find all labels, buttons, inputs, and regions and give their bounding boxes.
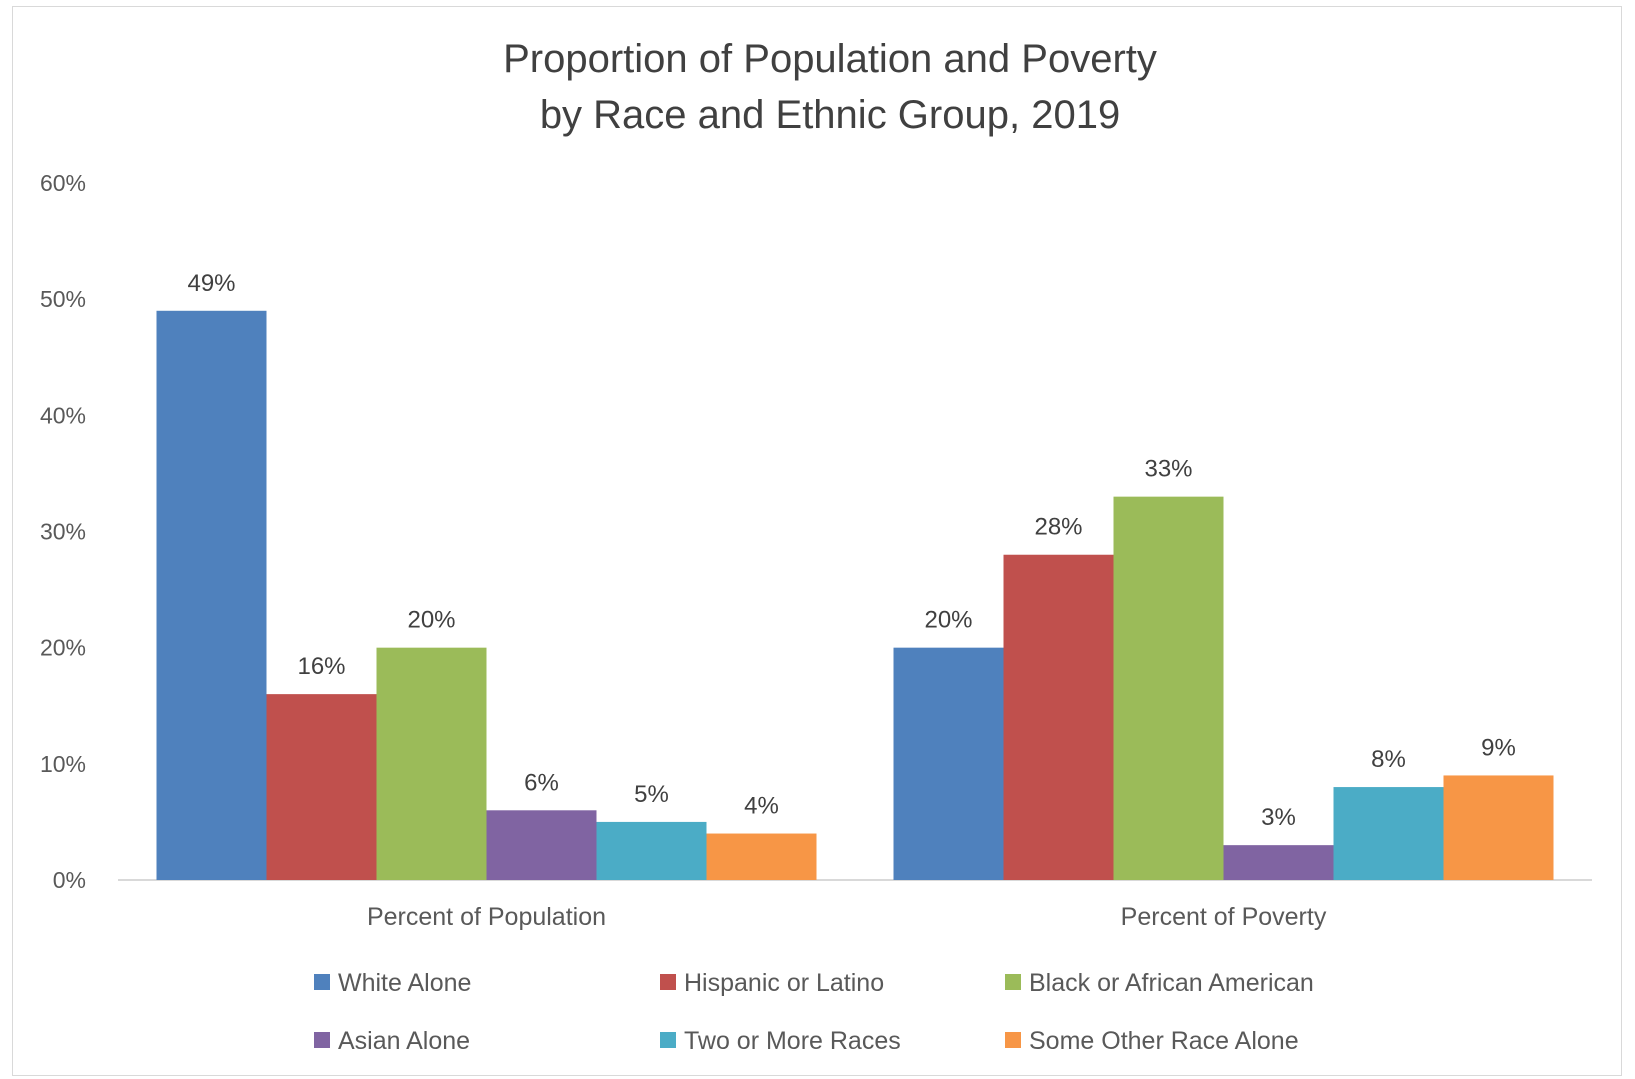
data-label: 16% [297, 653, 345, 680]
legend-label: White Alone [338, 969, 471, 997]
y-tick-label: 10% [40, 751, 86, 777]
legend-swatch [660, 974, 676, 990]
y-tick-label: 30% [40, 519, 86, 545]
bar [1003, 554, 1114, 880]
y-tick-label: 50% [40, 286, 86, 312]
chart-title: Proportion of Population and Poverty [503, 37, 1157, 81]
x-category-label: Percent of Poverty [1121, 903, 1327, 931]
data-label: 20% [407, 607, 455, 634]
y-tick-label: 0% [53, 867, 86, 893]
legend-label: Hispanic or Latino [684, 969, 884, 997]
data-label: 28% [1034, 514, 1082, 541]
data-label: 4% [744, 793, 779, 820]
legend-swatch [660, 1032, 676, 1048]
chart-frame [12, 6, 1622, 1076]
legend-swatch [1005, 974, 1021, 990]
data-label: 6% [524, 769, 559, 796]
legend-label: Some Other Race Alone [1029, 1027, 1299, 1055]
legend-label: Black or African American [1029, 969, 1314, 997]
data-label: 8% [1371, 746, 1406, 773]
bar [376, 647, 487, 880]
legend-swatch [314, 1032, 330, 1048]
bar [1223, 845, 1334, 880]
legend-swatch [314, 974, 330, 990]
data-label: 20% [924, 607, 972, 634]
bar [1443, 775, 1554, 880]
x-category-label: Percent of Population [367, 903, 606, 931]
y-tick-label: 40% [40, 402, 86, 428]
bar [266, 694, 377, 880]
legend-label: Asian Alone [338, 1027, 470, 1055]
bar [486, 810, 597, 880]
data-label: 9% [1481, 734, 1516, 761]
y-tick-label: 20% [40, 635, 86, 661]
bar [706, 833, 817, 880]
bar [1113, 496, 1224, 880]
data-label: 33% [1144, 456, 1192, 483]
bar-layer: 49% 16% 20% 6% 5% 4% 20% 28% 33% 3% 8% 9% [156, 270, 1554, 880]
legend-label: Two or More Races [684, 1027, 901, 1055]
data-label: 5% [634, 781, 669, 808]
bar [156, 310, 267, 880]
legend-swatch [1005, 1032, 1021, 1048]
chart-subtitle: by Race and Ethnic Group, 2019 [540, 93, 1120, 137]
y-tick-label: 60% [40, 170, 86, 196]
data-label: 3% [1261, 804, 1296, 831]
bar [893, 647, 1004, 880]
bar [596, 821, 707, 880]
bar [1333, 787, 1444, 880]
legend: White Alone Hispanic or Latino Black or Af… [314, 969, 1314, 1055]
data-label: 49% [187, 270, 235, 297]
